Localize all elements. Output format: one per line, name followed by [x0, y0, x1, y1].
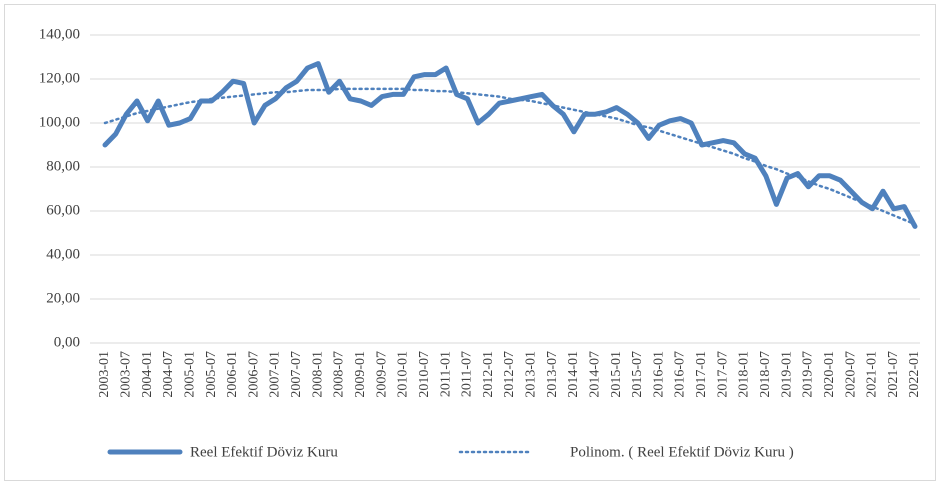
- x-tick-label: 2008-01: [310, 351, 325, 398]
- x-tick-label: 2019-07: [801, 351, 816, 398]
- x-tick-label: 2005-07: [204, 351, 219, 398]
- x-tick-label: 2008-07: [332, 351, 347, 398]
- x-tick-label: 2003-07: [119, 351, 134, 398]
- x-tick-label: 2003-01: [97, 351, 112, 398]
- x-tick-label: 2015-01: [609, 351, 624, 398]
- x-tick-label: 2018-07: [758, 351, 773, 398]
- x-tick-label: 2022-01: [907, 351, 922, 398]
- legend-label: Polinom. ( Reel Efektif Döviz Kuru ): [570, 444, 794, 460]
- x-tick-label: 2013-01: [524, 351, 539, 398]
- x-tick-label: 2016-01: [651, 351, 666, 398]
- x-tick-label: 2010-07: [417, 351, 432, 398]
- x-tick-label: 2021-07: [886, 351, 901, 398]
- y-tick-label: 0,00: [54, 334, 80, 350]
- x-tick-label: 2007-07: [289, 351, 304, 398]
- x-tick-label: 2021-01: [865, 351, 880, 398]
- x-tick-label: 2016-07: [673, 351, 688, 398]
- y-tick-label: 40,00: [46, 246, 80, 262]
- chart-frame: [4, 4, 936, 481]
- x-tick-label: 2014-07: [587, 351, 602, 398]
- y-tick-label: 140,00: [39, 26, 80, 42]
- x-tick-label: 2019-01: [779, 351, 794, 398]
- y-tick-label: 120,00: [39, 70, 80, 86]
- x-tick-label: 2015-07: [630, 351, 645, 398]
- x-tick-label: 2011-07: [460, 351, 475, 397]
- x-tick-label: 2006-01: [225, 351, 240, 398]
- x-tick-label: 2017-07: [715, 351, 730, 398]
- x-tick-label: 2006-07: [246, 351, 261, 398]
- x-tick-label: 2007-01: [268, 351, 283, 398]
- y-tick-label: 20,00: [46, 290, 80, 306]
- y-tick-label: 100,00: [39, 114, 80, 130]
- x-tick-label: 2004-01: [140, 351, 155, 398]
- x-tick-label: 2017-01: [694, 351, 709, 398]
- x-tick-label: 2018-01: [737, 351, 752, 398]
- x-tick-label: 2011-01: [438, 351, 453, 397]
- x-tick-label: 2004-07: [161, 351, 176, 398]
- x-tick-label: 2009-01: [353, 351, 368, 398]
- x-tick-label: 2020-07: [843, 351, 858, 398]
- series-line: [102, 61, 918, 229]
- y-tick-label: 80,00: [46, 158, 80, 174]
- x-tick-label: 2005-01: [182, 351, 197, 398]
- x-tick-label: 2009-07: [374, 351, 389, 398]
- legend-label: Reel Efektif Döviz Kuru: [190, 444, 338, 460]
- x-tick-label: 2020-01: [822, 351, 837, 398]
- x-tick-label: 2012-07: [502, 351, 517, 398]
- x-tick-label: 2012-01: [481, 351, 496, 398]
- y-tick-label: 60,00: [46, 202, 80, 218]
- x-tick-label: 2014-01: [566, 351, 581, 398]
- x-tick-label: 2010-01: [396, 351, 411, 398]
- x-tick-label: 2013-07: [545, 351, 560, 398]
